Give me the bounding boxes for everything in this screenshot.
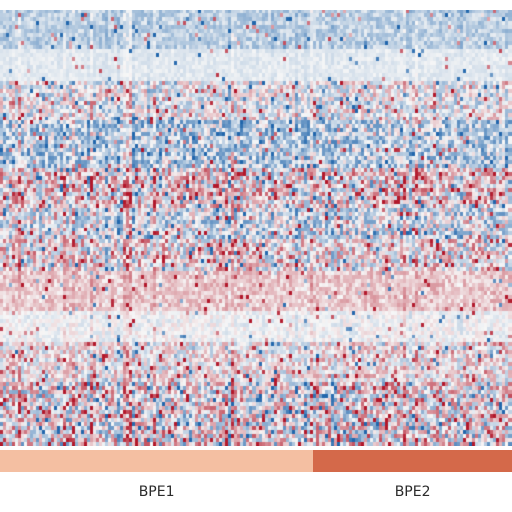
group-label-bpe2: BPE2 <box>394 484 431 500</box>
group-label-bpe1: BPE1 <box>138 484 175 500</box>
group-bar-bpe1 <box>0 450 314 472</box>
heatmap-cells <box>0 10 512 446</box>
group-bar-bpe2 <box>313 450 512 472</box>
